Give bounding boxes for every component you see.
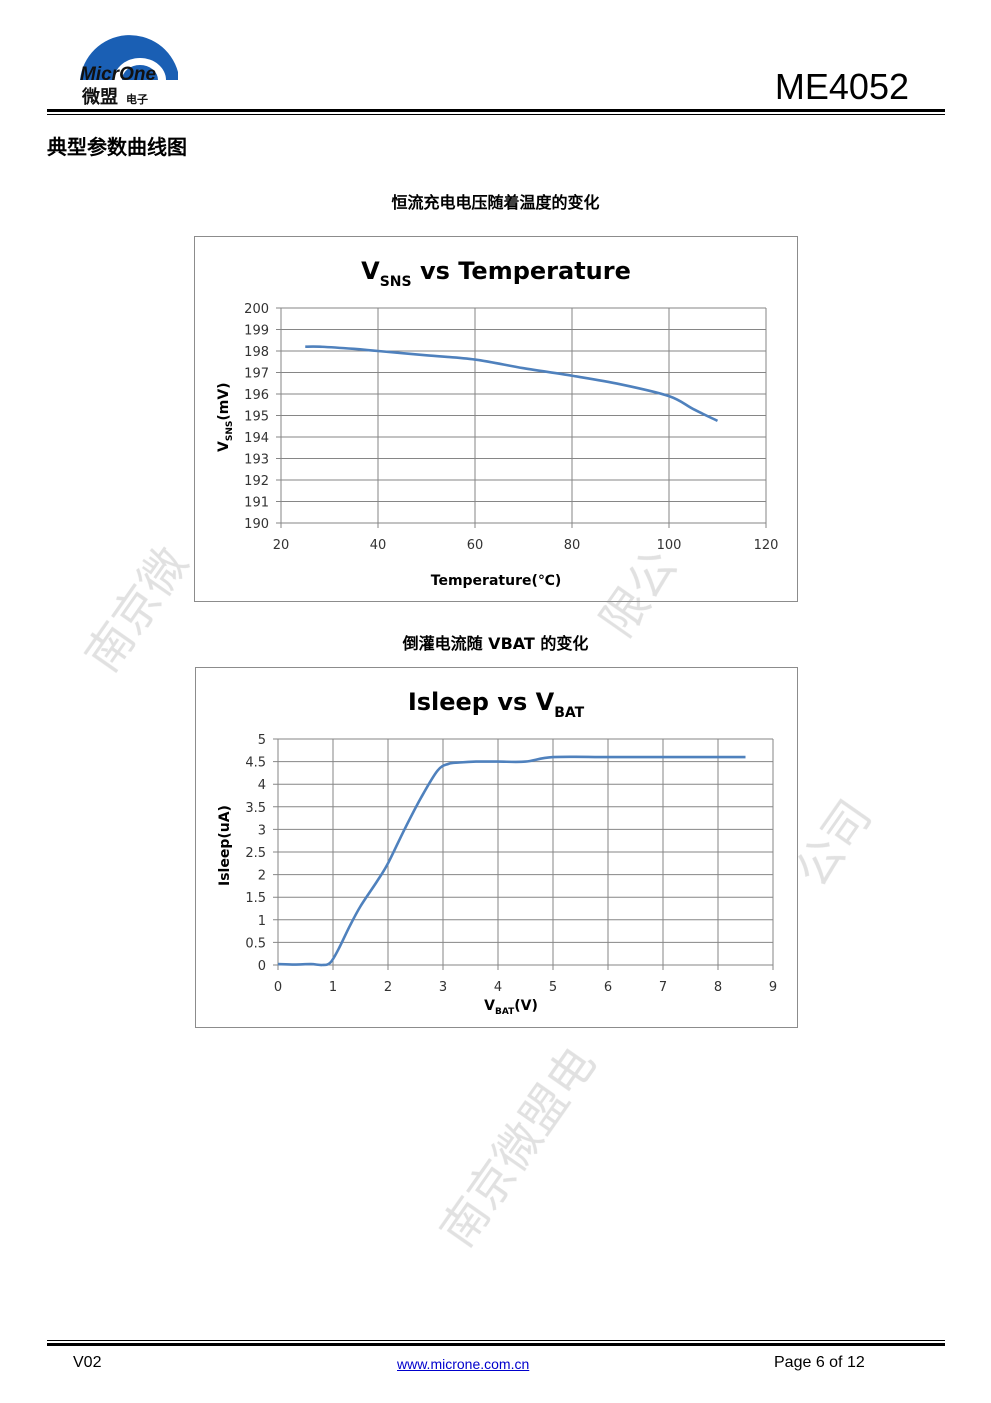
y-tick-label: 197: [244, 367, 269, 382]
header-rule: [47, 109, 945, 112]
y-tick-label: 1.5: [245, 891, 266, 906]
y-tick-label: 191: [244, 496, 269, 511]
y-tick-label: 2.5: [245, 846, 266, 861]
x-axis-label: Temperature(℃): [431, 573, 561, 589]
svg-text:MicrOne: MicrOne: [80, 64, 156, 85]
footer-rule: [47, 1340, 945, 1341]
y-axis-label: VSNS(mV): [216, 382, 235, 452]
x-tick-label: 20: [273, 538, 290, 553]
y-tick-label: 2: [258, 869, 266, 884]
x-axis-label: VBAT(V): [484, 998, 538, 1017]
chart-plot: Isleep vs VBAT VBAT(V) Isleep(uA) 0 0.5 1 1…: [217, 688, 777, 1017]
series-line: [305, 345, 719, 423]
chart-caption: 倒灌电流随 VBAT 的变化: [402, 634, 589, 653]
x-tick-label: 3: [439, 980, 447, 995]
x-tick-label: 40: [370, 538, 387, 553]
document-title: ME4052: [774, 66, 909, 107]
y-tick-label: 195: [244, 410, 269, 425]
y-tick-label: 3.5: [245, 801, 266, 816]
x-tick-label: 2: [384, 980, 392, 995]
section-title: 典型参数曲线图: [47, 135, 187, 159]
x-tick-label: 60: [467, 538, 484, 553]
vsns-temperature-chart: VSNS vs Temperature Temperature(℃) VSNS(…: [194, 236, 798, 602]
x-tick-label: 5: [549, 980, 557, 995]
header-rule: [47, 114, 945, 115]
chart-title: VSNS vs Temperature: [361, 257, 631, 290]
y-tick-label: 192: [244, 474, 269, 489]
y-tick-label: 196: [244, 388, 269, 403]
x-tick-label: 0: [274, 980, 282, 995]
x-tick-label: 1: [329, 980, 337, 995]
footer-version: V02: [73, 1354, 102, 1371]
x-tick-label: 8: [714, 980, 722, 995]
y-tick-label: 194: [244, 431, 269, 446]
chart-caption: 恒流充电电压随着温度的变化: [391, 193, 600, 212]
x-tick-label: 80: [564, 538, 581, 553]
y-tick-label: 0: [258, 959, 266, 974]
footer-website-link[interactable]: www.microne.com.cn: [397, 1356, 530, 1372]
y-tick-label: 200: [244, 302, 269, 317]
y-tick-label: 4: [258, 778, 266, 793]
y-tick-label: 5: [258, 733, 266, 748]
x-tick-label: 9: [769, 980, 777, 995]
chart-plot: VSNS vs Temperature Temperature(℃) VSNS(…: [216, 257, 779, 589]
y-tick-label: 199: [244, 324, 269, 339]
company-logo: MicrOne 微盟 电子: [78, 22, 182, 108]
y-tick-label: 4.5: [245, 756, 266, 771]
y-axis-label: Isleep(uA): [217, 805, 233, 886]
y-tick-label: 198: [244, 345, 269, 360]
footer-page-number: Page 6 of 12: [774, 1354, 865, 1371]
watermark-text: 南京微: [75, 537, 198, 681]
watermark-text: 公司: [785, 790, 882, 896]
y-tick-label: 0.5: [245, 936, 266, 951]
y-tick-label: 193: [244, 453, 269, 468]
svg-text:电子: 电子: [126, 92, 148, 106]
footer-rule: [47, 1343, 945, 1346]
x-tick-label: 7: [659, 980, 667, 995]
x-tick-label: 4: [494, 980, 502, 995]
x-tick-label: 6: [604, 980, 612, 995]
x-tick-label: 120: [754, 538, 779, 553]
y-tick-label: 3: [258, 823, 266, 838]
x-tick-label: 100: [657, 538, 682, 553]
isleep-vbat-chart: Isleep vs VBAT VBAT(V) Isleep(uA) 0 0.5 1 1…: [195, 667, 798, 1028]
y-tick-label: 190: [244, 517, 269, 532]
svg-text:微盟: 微盟: [81, 86, 118, 108]
chart-title: Isleep vs VBAT: [408, 688, 585, 721]
watermark-text: 南京微盟电: [430, 1037, 606, 1256]
y-tick-label: 1: [258, 914, 266, 929]
series-line: [277, 755, 746, 967]
